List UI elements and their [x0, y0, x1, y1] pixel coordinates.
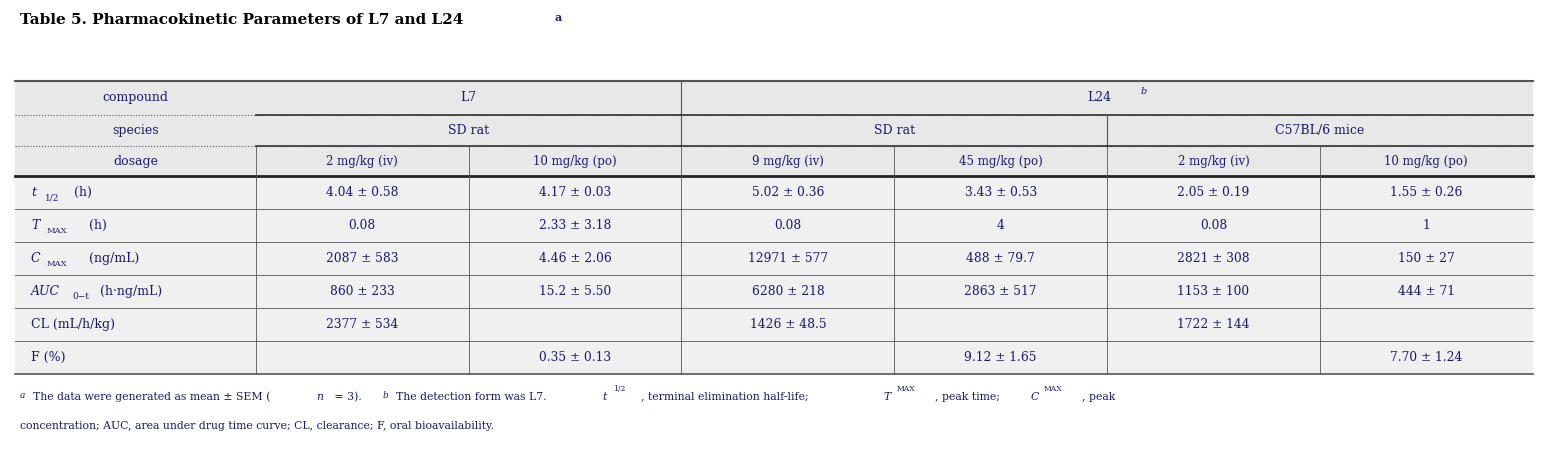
Text: 2821 ± 308: 2821 ± 308: [1176, 252, 1249, 265]
Text: n: n: [316, 392, 324, 401]
Text: 1: 1: [1423, 219, 1430, 232]
Text: species: species: [113, 124, 159, 137]
Text: 2377 ± 534: 2377 ± 534: [327, 318, 398, 331]
Text: 1153 ± 100: 1153 ± 100: [1178, 285, 1249, 298]
Text: 2.33 ± 3.18: 2.33 ± 3.18: [539, 219, 611, 232]
Text: 3.43 ± 0.53: 3.43 ± 0.53: [964, 186, 1037, 199]
Text: Table 5. Pharmacokinetic Parameters of L7 and L24: Table 5. Pharmacokinetic Parameters of L…: [20, 14, 463, 27]
Text: compound: compound: [102, 91, 169, 104]
Text: a: a: [20, 392, 25, 400]
Text: SD rat: SD rat: [449, 124, 489, 137]
Text: = 3).: = 3).: [331, 392, 368, 402]
Text: C: C: [1031, 392, 1039, 401]
Bar: [15, 242, 1533, 275]
Bar: [15, 275, 1533, 308]
Text: 150 ± 27: 150 ± 27: [1398, 252, 1455, 265]
Text: 0.35 ± 0.13: 0.35 ± 0.13: [539, 351, 611, 364]
Text: 1722 ± 144: 1722 ± 144: [1176, 318, 1249, 331]
Text: concentration; AUC, area under drug time curve; CL, clearance; F, oral bioavaila: concentration; AUC, area under drug time…: [20, 421, 494, 431]
Text: AUC: AUC: [31, 285, 60, 298]
Text: (ng/mL): (ng/mL): [85, 252, 139, 265]
Text: 2 mg/kg (iv): 2 mg/kg (iv): [1178, 154, 1249, 167]
Text: 1/2: 1/2: [45, 194, 59, 202]
Text: 0.08: 0.08: [1200, 219, 1228, 232]
Text: , peak: , peak: [1082, 392, 1116, 401]
Text: 444 ± 71: 444 ± 71: [1398, 285, 1455, 298]
Text: 488 ± 79.7: 488 ± 79.7: [966, 252, 1036, 265]
Text: (h): (h): [70, 186, 91, 199]
Text: The detection form was L7.: The detection form was L7.: [396, 392, 550, 401]
Text: 1.55 ± 0.26: 1.55 ± 0.26: [1390, 186, 1463, 199]
Bar: [15, 341, 1533, 373]
Text: T: T: [31, 219, 39, 232]
Text: L7: L7: [461, 91, 477, 104]
Text: 1/2: 1/2: [613, 385, 625, 393]
Text: T: T: [884, 392, 892, 401]
Text: 9 mg/kg (iv): 9 mg/kg (iv): [752, 154, 824, 167]
Text: 0.08: 0.08: [348, 219, 376, 232]
Text: 2087 ± 583: 2087 ± 583: [327, 252, 399, 265]
Text: MAX: MAX: [46, 227, 67, 234]
Text: b: b: [1141, 87, 1147, 96]
Text: 0−t: 0−t: [73, 292, 90, 301]
Text: 15.2 ± 5.50: 15.2 ± 5.50: [539, 285, 611, 298]
Text: a: a: [554, 12, 562, 22]
Text: C57BL/6 mice: C57BL/6 mice: [1276, 124, 1364, 137]
Bar: [15, 81, 1533, 115]
Text: , terminal elimination half-life;: , terminal elimination half-life;: [641, 392, 813, 401]
Text: t: t: [602, 392, 607, 401]
Text: 2.05 ± 0.19: 2.05 ± 0.19: [1176, 186, 1249, 199]
Text: 9.12 ± 1.65: 9.12 ± 1.65: [964, 351, 1037, 364]
Text: 4.17 ± 0.03: 4.17 ± 0.03: [539, 186, 611, 199]
Text: MAX: MAX: [896, 385, 915, 393]
Text: MAX: MAX: [1043, 385, 1062, 393]
Text: 1426 ± 48.5: 1426 ± 48.5: [749, 318, 827, 331]
Bar: [15, 209, 1533, 242]
Text: (h): (h): [85, 219, 107, 232]
Bar: [15, 115, 1533, 146]
Text: 0.08: 0.08: [774, 219, 802, 232]
Text: F (%): F (%): [31, 351, 65, 364]
Text: CL (mL/h/kg): CL (mL/h/kg): [31, 318, 115, 331]
Text: 10 mg/kg (po): 10 mg/kg (po): [534, 154, 618, 167]
Text: 10 mg/kg (po): 10 mg/kg (po): [1384, 154, 1468, 167]
Text: b: b: [382, 392, 389, 400]
Text: 12971 ± 577: 12971 ± 577: [748, 252, 828, 265]
Text: 6280 ± 218: 6280 ± 218: [751, 285, 824, 298]
Text: 2 mg/kg (iv): 2 mg/kg (iv): [327, 154, 398, 167]
Text: C: C: [31, 252, 40, 265]
Text: 2863 ± 517: 2863 ± 517: [964, 285, 1037, 298]
Text: 4.46 ± 2.06: 4.46 ± 2.06: [539, 252, 611, 265]
Text: 4.04 ± 0.58: 4.04 ± 0.58: [327, 186, 399, 199]
Text: L24: L24: [1087, 91, 1111, 104]
Text: 7.70 ± 1.24: 7.70 ± 1.24: [1390, 351, 1463, 364]
Bar: [15, 146, 1533, 176]
Bar: [15, 176, 1533, 209]
Text: t: t: [31, 186, 36, 199]
Text: 4: 4: [997, 219, 1005, 232]
Text: The data were generated as mean ± SEM (: The data were generated as mean ± SEM (: [33, 392, 269, 402]
Text: 45 mg/kg (po): 45 mg/kg (po): [958, 154, 1042, 167]
Text: 860 ± 233: 860 ± 233: [330, 285, 395, 298]
Text: (h·ng/mL): (h·ng/mL): [96, 285, 163, 298]
Text: , peak time;: , peak time;: [935, 392, 1003, 401]
Bar: [15, 308, 1533, 341]
Text: MAX: MAX: [46, 260, 67, 267]
Text: dosage: dosage: [113, 154, 158, 167]
Text: 5.02 ± 0.36: 5.02 ± 0.36: [752, 186, 824, 199]
Text: SD rat: SD rat: [873, 124, 915, 137]
